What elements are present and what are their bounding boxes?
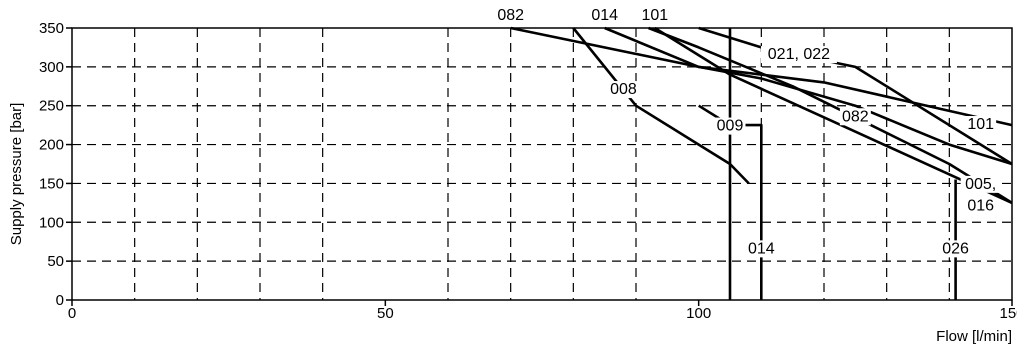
annotation-backing	[607, 81, 639, 99]
series-line-021-022	[698, 26, 1013, 166]
series-line-009	[698, 104, 763, 300]
annotation-backing	[960, 175, 1001, 193]
series-annotation: 082	[842, 108, 869, 125]
y-tick-label: 350	[39, 20, 64, 37]
annotation-backing	[495, 7, 527, 25]
series-annotation: 009	[717, 118, 744, 135]
annotation-backing	[639, 7, 671, 25]
y-axis-title: Supply pressure [bar]	[8, 103, 25, 246]
annotation-backing	[760, 46, 837, 64]
x-axis-title: Flow [l/min]	[936, 328, 1012, 345]
series-layer	[510, 26, 1013, 300]
x-tick-label: 50	[377, 305, 394, 322]
x-tick-label: 100	[686, 305, 711, 322]
series-annotation: 021, 022	[768, 46, 830, 63]
y-tick-label: 150	[39, 175, 64, 192]
annotation-backing	[839, 108, 871, 126]
series-annotation: 101	[641, 7, 668, 24]
x-tick-label: 0	[68, 305, 76, 322]
series-annotation: 016	[967, 198, 994, 215]
x-tick-label: 150	[999, 305, 1017, 322]
tick-layer: 0 50 100 150 200 250 300 350 0 50 100 150	[39, 20, 1017, 322]
y-tick-label: 300	[39, 59, 64, 76]
series-annotation: 014	[591, 7, 618, 24]
annotation-backing	[940, 240, 972, 258]
annotation-layer: 082 014 101 021, 022 008 009 082 101 005, 016 014 0…	[495, 7, 1001, 258]
series-annotation: 101	[967, 116, 994, 133]
y-tick-label: 250	[39, 98, 64, 115]
y-tick-label: 0	[56, 292, 64, 309]
series-annotation: 008	[610, 81, 637, 98]
series-annotation: 005,	[965, 176, 996, 193]
annotation-backing	[965, 197, 997, 215]
plot-frame	[71, 27, 1013, 301]
grid-layer	[72, 28, 1012, 300]
series-annotation: 014	[748, 240, 775, 257]
y-tick-label: 200	[39, 137, 64, 154]
series-line-082	[510, 26, 1013, 166]
annotation-backing	[965, 116, 997, 134]
annotation-backing	[714, 117, 746, 135]
series-annotation: 082	[497, 7, 524, 24]
annotation-backing	[745, 240, 777, 258]
series-annotation: 026	[942, 240, 969, 257]
y-tick-label: 50	[47, 253, 64, 270]
y-tick-label: 100	[39, 214, 64, 231]
annotation-backing	[589, 7, 621, 25]
